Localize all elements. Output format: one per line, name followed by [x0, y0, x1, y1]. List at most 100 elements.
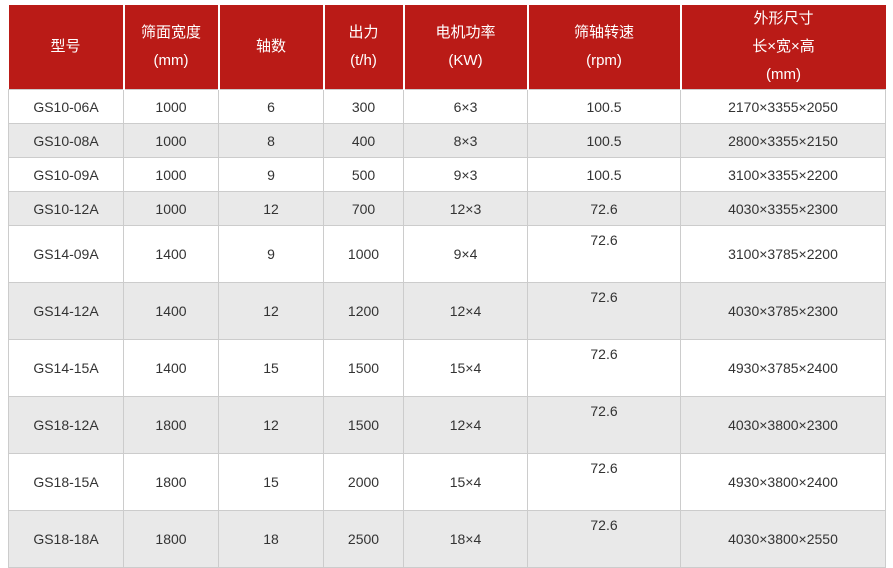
table-row: GS18-15A 1800 15 2000 15×4 72.6 4930×380… [8, 453, 886, 511]
cell-model: GS14-15A [8, 339, 124, 397]
cell-dimensions: 4030×3800×2300 [680, 396, 886, 454]
table-row: GS10-12A 1000 12 700 12×3 72.6 4030×3355… [8, 191, 886, 226]
col-header-screen-width: 筛面宽度 (mm) [123, 5, 220, 90]
col-header-unit: (t/h) [350, 52, 377, 69]
cell-shaft-count: 12 [218, 282, 324, 340]
header-row: 型号 筛面宽度 (mm) 轴数 出力 (t/h) 电机功率 (KW) [8, 5, 886, 90]
cell-model: GS18-15A [8, 453, 124, 511]
cell-model: GS10-09A [8, 157, 124, 192]
cell-dimensions: 2800×3355×2150 [680, 123, 886, 158]
cell-model: GS18-12A [8, 396, 124, 454]
col-header-unit: (KW) [448, 52, 483, 69]
cell-model: GS10-08A [8, 123, 124, 158]
cell-motor-power: 9×4 [403, 225, 528, 283]
table-row: GS18-12A 1800 12 1500 12×4 72.6 4030×380… [8, 396, 886, 454]
table-row: GS14-12A 1400 12 1200 12×4 72.6 4030×378… [8, 282, 886, 340]
col-header-unit: (mm) [153, 52, 189, 69]
cell-motor-power: 12×4 [403, 282, 528, 340]
cell-shaft-speed: 100.5 [527, 89, 681, 124]
cell-screen-width: 1000 [123, 157, 219, 192]
cell-dimensions: 4930×3785×2400 [680, 339, 886, 397]
cell-screen-width: 1800 [123, 396, 219, 454]
table-row: GS10-06A 1000 6 300 6×3 100.5 2170×3355×… [8, 89, 886, 124]
table-row: GS10-09A 1000 9 500 9×3 100.5 3100×3355×… [8, 157, 886, 192]
cell-dimensions: 3100×3355×2200 [680, 157, 886, 192]
spec-table-header: 型号 筛面宽度 (mm) 轴数 出力 (t/h) 电机功率 (KW) [8, 5, 886, 90]
cell-screen-width: 1000 [123, 123, 219, 158]
cell-screen-width: 1000 [123, 89, 219, 124]
cell-dimensions: 4030×3785×2300 [680, 282, 886, 340]
cell-shaft-speed: 72.6 [527, 191, 681, 226]
cell-model: GS10-06A [8, 89, 124, 124]
cell-shaft-count: 12 [218, 396, 324, 454]
cell-shaft-count: 8 [218, 123, 324, 158]
cell-screen-width: 1400 [123, 282, 219, 340]
col-header-unit: (mm) [766, 66, 801, 83]
cell-motor-power: 8×3 [403, 123, 528, 158]
cell-screen-width: 1000 [123, 191, 219, 226]
cell-output: 1200 [323, 282, 404, 340]
col-header-label: 电机功率 [435, 24, 496, 41]
cell-shaft-count: 6 [218, 89, 324, 124]
cell-dimensions: 4030×3355×2300 [680, 191, 886, 226]
col-header-shaft-speed: 筛轴转速 (rpm) [527, 5, 682, 90]
cell-shaft-speed: 100.5 [527, 157, 681, 192]
cell-motor-power: 9×3 [403, 157, 528, 192]
col-header-shaft-count: 轴数 [218, 5, 325, 90]
cell-shaft-count: 12 [218, 191, 324, 226]
table-row: GS14-09A 1400 9 1000 9×4 72.6 3100×3785×… [8, 225, 886, 283]
cell-motor-power: 15×4 [403, 339, 528, 397]
col-header-dimensions: 外形尺寸 长×宽×高 (mm) [680, 5, 886, 90]
col-header-output: 出力 (t/h) [323, 5, 405, 90]
cell-shaft-speed: 72.6 [527, 225, 681, 283]
cell-screen-width: 1400 [123, 339, 219, 397]
col-header-model: 型号 [8, 5, 125, 90]
cell-output: 1500 [323, 339, 404, 397]
cell-shaft-speed: 72.6 [527, 396, 681, 454]
cell-motor-power: 12×4 [403, 396, 528, 454]
cell-dimensions: 4930×3800×2400 [680, 453, 886, 511]
cell-screen-width: 1800 [123, 510, 219, 568]
cell-shaft-speed: 72.6 [527, 339, 681, 397]
cell-shaft-count: 18 [218, 510, 324, 568]
col-header-unit: (rpm) [586, 52, 622, 69]
cell-motor-power: 15×4 [403, 453, 528, 511]
cell-shaft-count: 15 [218, 339, 324, 397]
cell-output: 400 [323, 123, 404, 158]
spec-table: 型号 筛面宽度 (mm) 轴数 出力 (t/h) 电机功率 (KW) [8, 5, 886, 568]
table-row: GS18-18A 1800 18 2500 18×4 72.6 4030×380… [8, 510, 886, 568]
col-header-motor-power: 电机功率 (KW) [403, 5, 529, 90]
cell-output: 300 [323, 89, 404, 124]
col-header-label: 出力 [348, 24, 379, 41]
cell-dimensions: 4030×3800×2550 [680, 510, 886, 568]
col-header-label: 筛轴转速 [573, 24, 634, 41]
cell-model: GS14-12A [8, 282, 124, 340]
col-header-label: 外形尺寸 [753, 10, 814, 27]
cell-dimensions: 3100×3785×2200 [680, 225, 886, 283]
cell-model: GS18-18A [8, 510, 124, 568]
cell-output: 2500 [323, 510, 404, 568]
col-header-label: 筛面宽度 [140, 24, 201, 41]
cell-motor-power: 6×3 [403, 89, 528, 124]
cell-dimensions: 2170×3355×2050 [680, 89, 886, 124]
cell-shaft-speed: 100.5 [527, 123, 681, 158]
cell-model: GS10-12A [8, 191, 124, 226]
cell-screen-width: 1800 [123, 453, 219, 511]
cell-output: 1500 [323, 396, 404, 454]
cell-motor-power: 18×4 [403, 510, 528, 568]
cell-shaft-speed: 72.6 [527, 282, 681, 340]
cell-screen-width: 1400 [123, 225, 219, 283]
cell-shaft-speed: 72.6 [527, 453, 681, 511]
col-header-label: 型号 [50, 38, 81, 55]
cell-shaft-count: 15 [218, 453, 324, 511]
cell-shaft-speed: 72.6 [527, 510, 681, 568]
spec-table-body: GS10-06A 1000 6 300 6×3 100.5 2170×3355×… [8, 89, 886, 568]
cell-shaft-count: 9 [218, 157, 324, 192]
cell-model: GS14-09A [8, 225, 124, 283]
cell-shaft-count: 9 [218, 225, 324, 283]
col-header-sublabel: 长×宽×高 [752, 38, 815, 55]
col-header-label: 轴数 [255, 38, 286, 55]
table-row: GS10-08A 1000 8 400 8×3 100.5 2800×3355×… [8, 123, 886, 158]
cell-motor-power: 12×3 [403, 191, 528, 226]
